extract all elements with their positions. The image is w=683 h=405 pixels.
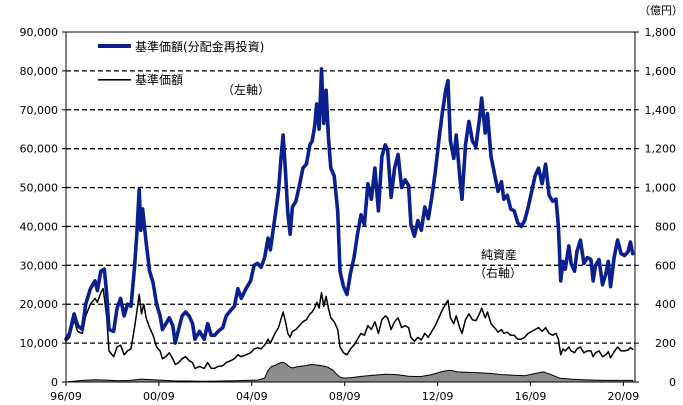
right-tick-label-7: 1,400 <box>645 104 677 117</box>
right-tick-label-8: 1,600 <box>645 65 677 78</box>
plot-frame <box>65 31 636 383</box>
right-tick-label-9: 1,800 <box>645 26 677 39</box>
net-assets-axis-note: （右軸） <box>474 265 522 280</box>
left-axis-note: （左軸） <box>222 82 270 97</box>
legend-label-nav: 基準価額 <box>135 72 183 87</box>
legend-swatch-reinvested-nav <box>98 44 131 48</box>
legend-swatch-nav <box>98 79 131 81</box>
left-axis: 0 10,000 20,000 30,000 40,000 50,000 60,000 70,… <box>20 26 66 389</box>
left-tick-label-3: 30,000 <box>20 259 59 272</box>
right-tick-label-4: 800 <box>655 220 676 233</box>
x-tick-label-1: 00/09 <box>143 390 175 403</box>
series-lines-layer <box>64 67 635 370</box>
x-axis: 96/09 00/09 04/09 08/09 12/09 16/09 20/09 <box>50 382 639 403</box>
right-tick-label-1: 200 <box>655 337 676 350</box>
x-tick-label-6: 20/09 <box>608 390 640 403</box>
left-tick-label-8: 80,000 <box>20 65 59 78</box>
left-tick-label-2: 20,000 <box>20 298 59 311</box>
x-tick-label-2: 04/09 <box>236 390 268 403</box>
x-tick-label-5: 16/09 <box>515 390 547 403</box>
left-tick-label-9: 90,000 <box>20 26 59 39</box>
left-tick-label-1: 10,000 <box>20 337 59 350</box>
net-assets-label: 純資産 <box>481 247 517 262</box>
series-line-reinvested-nav <box>64 67 635 345</box>
left-tick-label-0: 0 <box>51 376 58 389</box>
right-axis-unit-label: （億円） <box>639 4 683 17</box>
left-tick-label-7: 70,000 <box>20 104 59 117</box>
gridlines <box>66 70 635 344</box>
x-tick-label-0: 96/09 <box>50 390 82 403</box>
x-tick-label-3: 08/09 <box>329 390 361 403</box>
right-tick-label-6: 1,200 <box>645 143 677 156</box>
right-tick-label-0: 0 <box>669 376 676 389</box>
right-axis: 0 200 400 600 800 1,000 1,200 1,400 1,600 1,800 <box>635 26 676 389</box>
x-tick-label-4: 12/09 <box>422 390 454 403</box>
net-assets-area-layer <box>65 361 634 383</box>
left-tick-label-6: 60,000 <box>20 143 59 156</box>
right-tick-label-3: 600 <box>655 259 676 272</box>
left-tick-label-4: 40,000 <box>20 220 59 233</box>
legend-label-reinvested-nav: 基準価額(分配金再投資) <box>135 39 264 54</box>
series-area-net-assets <box>65 361 634 383</box>
series-line-nav <box>65 287 634 370</box>
left-tick-label-5: 50,000 <box>20 182 59 195</box>
right-tick-label-5: 1,000 <box>645 182 677 195</box>
legend: 基準価額(分配金再投資) 基準価額 <box>98 39 264 87</box>
right-tick-label-2: 400 <box>655 298 676 311</box>
